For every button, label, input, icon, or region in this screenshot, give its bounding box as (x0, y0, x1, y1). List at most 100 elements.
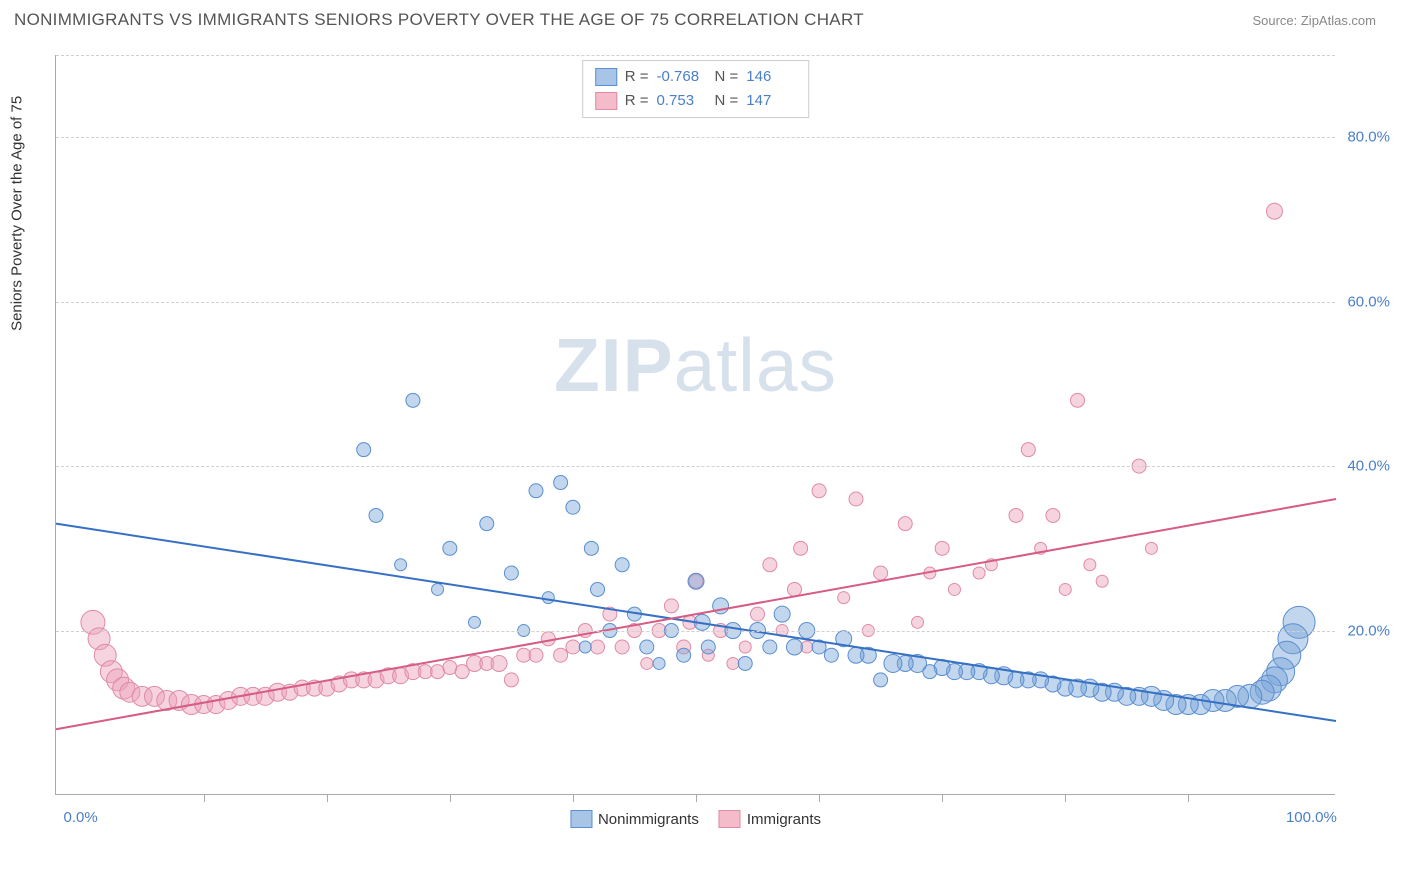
scatter-point-nonimmigrants (824, 648, 838, 662)
scatter-point-nonimmigrants (357, 443, 371, 457)
scatter-point-immigrants (794, 541, 808, 555)
x-tick (204, 794, 205, 802)
scatter-point-immigrants (1084, 559, 1096, 571)
scatter-point-immigrants (849, 492, 863, 506)
scatter-point-immigrants (973, 567, 985, 579)
x-tick (327, 794, 328, 802)
scatter-point-nonimmigrants (432, 583, 444, 595)
x-tick (942, 794, 943, 802)
x-tick (1188, 794, 1189, 802)
stat-n-label: N = (715, 89, 739, 113)
scatter-point-immigrants (1266, 203, 1282, 219)
scatter-point-immigrants (739, 641, 751, 653)
scatter-point-nonimmigrants (738, 656, 752, 670)
legend-swatch-1 (570, 810, 592, 828)
scatter-point-immigrants (727, 657, 739, 669)
scatter-point-nonimmigrants (653, 657, 665, 669)
scatter-point-nonimmigrants (701, 640, 715, 654)
stat-r-val-1: -0.768 (657, 65, 707, 89)
scatter-point-nonimmigrants (369, 508, 383, 522)
x-tick (819, 794, 820, 802)
stats-row-1: R = -0.768 N = 146 (595, 65, 797, 89)
x-tick-label: 0.0% (64, 809, 98, 826)
stats-box: R = -0.768 N = 146 R = 0.753 N = 147 (582, 60, 810, 118)
scatter-point-immigrants (812, 484, 826, 498)
scatter-point-immigrants (591, 640, 605, 654)
scatter-point-immigrants (751, 607, 765, 621)
y-tick-label: 60.0% (1347, 293, 1390, 310)
scatter-point-nonimmigrants (406, 393, 420, 407)
legend-label-2: Immigrants (747, 811, 821, 828)
x-tick (573, 794, 574, 802)
chart-container: Seniors Poverty Over the Age of 75 ZIPat… (55, 55, 1375, 825)
scatter-point-immigrants (615, 640, 629, 654)
stat-r-label: R = (625, 65, 649, 89)
legend: Nonimmigrants Immigrants (570, 810, 821, 828)
scatter-point-immigrants (491, 655, 507, 671)
scatter-point-nonimmigrants (688, 573, 704, 589)
scatter-point-nonimmigrants (584, 541, 598, 555)
gridline (56, 631, 1335, 632)
scatter-point-immigrants (554, 648, 568, 662)
scatter-point-immigrants (787, 582, 801, 596)
stats-row-2: R = 0.753 N = 147 (595, 89, 797, 113)
scatter-point-nonimmigrants (786, 639, 802, 655)
scatter-point-immigrants (529, 648, 543, 662)
scatter-point-nonimmigrants (480, 517, 494, 531)
scatter-point-nonimmigrants (677, 648, 691, 662)
legend-item-nonimmigrants: Nonimmigrants (570, 810, 699, 828)
chart-title: NONIMMIGRANTS VS IMMIGRANTS SENIORS POVE… (14, 10, 864, 30)
scatter-point-immigrants (566, 640, 580, 654)
source-link[interactable]: ZipAtlas.com (1301, 13, 1376, 28)
chart-header: NONIMMIGRANTS VS IMMIGRANTS SENIORS POVE… (0, 0, 1406, 40)
scatter-point-nonimmigrants (443, 541, 457, 555)
gridline (56, 137, 1335, 138)
y-tick-label: 80.0% (1347, 129, 1390, 146)
scatter-point-immigrants (1046, 508, 1060, 522)
scatter-point-immigrants (838, 592, 850, 604)
scatter-point-immigrants (948, 583, 960, 595)
stat-r-val-2: 0.753 (657, 89, 707, 113)
gridline (56, 55, 1335, 56)
scatter-point-nonimmigrants (395, 559, 407, 571)
scatter-point-nonimmigrants (640, 640, 654, 654)
gridline (56, 302, 1335, 303)
stat-n-val-1: 146 (746, 65, 796, 89)
x-tick-label: 100.0% (1286, 809, 1337, 826)
scatter-point-nonimmigrants (591, 582, 605, 596)
legend-swatch-2 (719, 810, 741, 828)
x-tick (450, 794, 451, 802)
scatter-point-nonimmigrants (848, 647, 864, 663)
stat-r-label: R = (625, 89, 649, 113)
y-axis-label: Seniors Poverty Over the Age of 75 (9, 96, 26, 331)
scatter-point-nonimmigrants (554, 476, 568, 490)
scatter-point-immigrants (898, 517, 912, 531)
scatter-point-nonimmigrants (504, 566, 518, 580)
scatter-point-nonimmigrants (468, 616, 480, 628)
scatter-point-nonimmigrants (615, 558, 629, 572)
scatter-point-immigrants (664, 599, 678, 613)
y-tick-label: 20.0% (1347, 622, 1390, 639)
source-prefix: Source: (1252, 13, 1300, 28)
scatter-point-immigrants (1009, 508, 1023, 522)
scatter-point-nonimmigrants (763, 640, 777, 654)
scatter-point-immigrants (912, 616, 924, 628)
legend-item-immigrants: Immigrants (719, 810, 821, 828)
x-tick (1065, 794, 1066, 802)
scatter-point-immigrants (763, 558, 777, 572)
chart-source: Source: ZipAtlas.com (1252, 13, 1376, 28)
chart-svg (56, 55, 1336, 795)
plot-area: ZIPatlas R = -0.768 N = 146 R = 0.753 N … (55, 55, 1335, 795)
stat-n-val-2: 147 (746, 89, 796, 113)
scatter-point-nonimmigrants (874, 673, 888, 687)
scatter-point-immigrants (504, 673, 518, 687)
scatter-point-nonimmigrants (542, 592, 554, 604)
scatter-point-nonimmigrants (566, 500, 580, 514)
scatter-point-immigrants (1145, 542, 1157, 554)
scatter-point-immigrants (1096, 575, 1108, 587)
stats-swatch-2 (595, 92, 617, 110)
scatter-point-nonimmigrants (774, 606, 790, 622)
stats-swatch-1 (595, 68, 617, 86)
scatter-point-immigrants (935, 541, 949, 555)
scatter-point-immigrants (1071, 393, 1085, 407)
